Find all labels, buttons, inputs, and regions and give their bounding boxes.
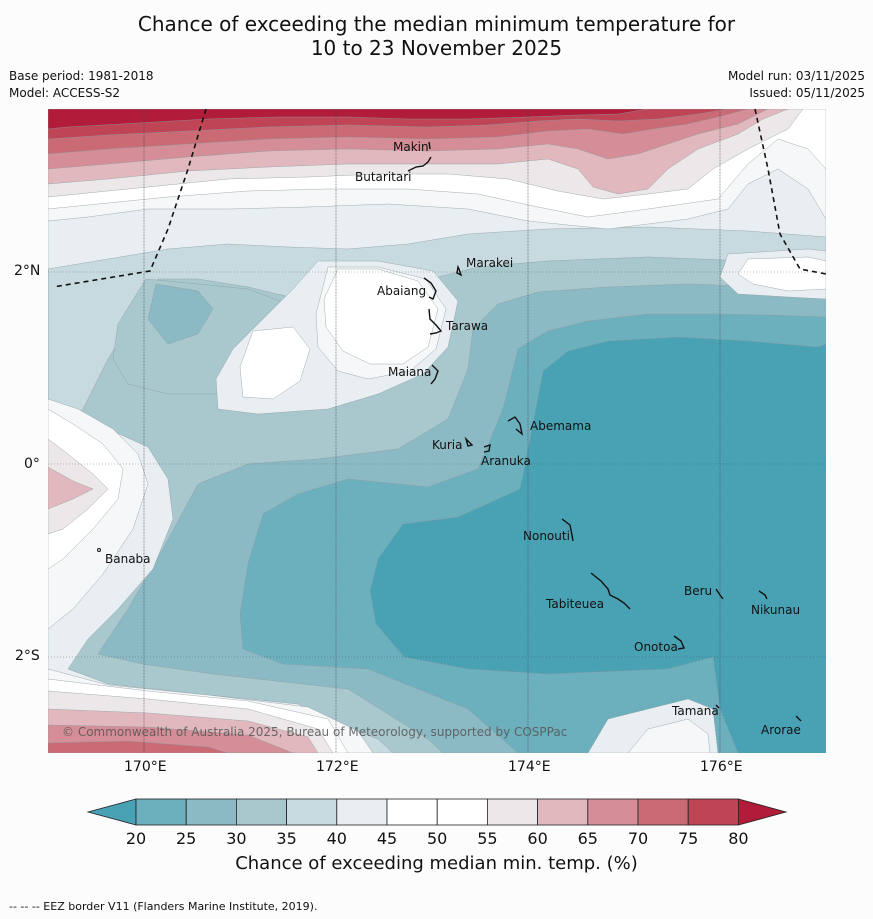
band-25-30-patch — [147, 283, 214, 345]
label-makin: Makin — [393, 140, 429, 154]
colorbar-70-75 — [637, 798, 689, 826]
title-line-2: 10 to 23 November 2025 — [310, 36, 563, 60]
colorbar-high-extend — [738, 798, 788, 826]
island-nonouti — [561, 518, 574, 542]
colorbar-tick-35: 35 — [276, 829, 297, 848]
model-name: Model: ACCESS-S2 — [9, 86, 121, 100]
label-tamana: Tamana — [671, 704, 719, 718]
island-tarawa — [428, 308, 443, 335]
colorbar-50-55 — [436, 798, 488, 826]
band-south-70 — [48, 740, 229, 753]
island-aranuka — [483, 443, 491, 453]
lat-label-2n: 2°N — [14, 263, 41, 279]
colorbar-tick-25: 25 — [176, 829, 197, 848]
island-nikunau — [758, 590, 768, 600]
lon-label-172: 172°E — [316, 759, 359, 775]
title-line-1: Chance of exceeding the median minimum t… — [137, 12, 736, 36]
colorbar-tick-70: 70 — [627, 829, 649, 848]
colorbar-20-25 — [135, 798, 187, 826]
colorbar-45-50 — [386, 798, 438, 826]
band-se-50 — [627, 718, 711, 753]
meta-left: Base period: 1981-2018 Model: ACCESS-S2 — [9, 68, 154, 102]
label-abaiang: Abaiang — [377, 284, 426, 298]
colorbar-tick-20: 20 — [125, 829, 147, 848]
chart-title: Chance of exceeding the median minimum t… — [0, 12, 873, 60]
label-tarawa: Tarawa — [445, 319, 488, 333]
colorbar-30-35 — [235, 798, 287, 826]
band-ne-patch-2 — [737, 256, 826, 292]
colorbar-55-60 — [486, 798, 538, 826]
island-maiana — [430, 364, 439, 385]
colorbar-35-40 — [286, 798, 338, 826]
colorbar-75-80 — [687, 798, 739, 826]
colorbar-tick-40: 40 — [326, 829, 347, 848]
lon-label-170: 170°E — [124, 759, 167, 775]
colorbar-title: Chance of exceeding median min. temp. (%… — [235, 853, 638, 874]
lat-label-0: 0° — [24, 456, 40, 472]
colorbar-low-extend — [86, 798, 137, 826]
colorbar-tick-55: 55 — [477, 829, 498, 848]
island-abemama — [507, 416, 524, 436]
label-aranuka: Aranuka — [481, 454, 531, 468]
colorbar-tick-65: 65 — [577, 829, 598, 848]
band-west-60 — [48, 466, 94, 510]
eez-legend-footer: -- -- -- EEZ border V11 (Flanders Marine… — [9, 900, 318, 913]
label-arorae: Arorae — [761, 723, 801, 737]
island-arorae — [795, 715, 802, 722]
colorbar — [86, 798, 788, 826]
label-banaba: Banaba — [105, 552, 151, 566]
label-nonouti: Nonouti — [523, 529, 570, 543]
lat-label-2s: 2°S — [15, 648, 40, 664]
label-onotoa: Onotoa — [634, 640, 678, 654]
island-marakei — [456, 264, 463, 277]
island-banaba — [97, 548, 101, 552]
colorbar-65-70 — [587, 798, 639, 826]
colorbar-tick-45: 45 — [376, 829, 398, 848]
label-kuria: Kuria — [432, 438, 463, 452]
colorbar-tick-60: 60 — [527, 829, 548, 848]
island-kuria — [464, 436, 474, 447]
colorbar-tick-50: 50 — [427, 829, 448, 848]
meta-right: Model run: 03/11/2025 Issued: 05/11/2025 — [728, 68, 865, 102]
island-tamana — [715, 704, 720, 709]
island-tabiteuea — [590, 572, 631, 610]
label-butaritari: Butaritari — [355, 170, 412, 184]
lon-label-176: 176°E — [700, 759, 743, 775]
label-nikunau: Nikunau — [751, 603, 800, 617]
model-run: Model run: 03/11/2025 — [727, 69, 865, 83]
colorbar-25-30 — [185, 798, 237, 826]
probability-map: Makin Butaritari Marakei Abaiang Tarawa … — [48, 109, 826, 753]
band-north-80 — [48, 109, 649, 130]
colorbar-tick-30: 30 — [226, 829, 247, 848]
base-period: Base period: 1981-2018 — [9, 69, 154, 83]
label-tabiteuea: Tabiteuea — [545, 597, 604, 611]
eez-border-east — [754, 109, 826, 275]
colorbar-40-45 — [336, 798, 388, 826]
island-onotoa — [673, 635, 685, 650]
colorbar-60-65 — [537, 798, 589, 826]
band-50-55-blob-2 — [239, 326, 311, 400]
lon-label-174: 174°E — [508, 759, 551, 775]
label-beru: Beru — [684, 584, 712, 598]
label-abemama: Abemama — [530, 419, 591, 433]
island-beru — [715, 588, 724, 600]
label-maiana: Maiana — [388, 365, 431, 379]
issued-date: Issued: 05/11/2025 — [749, 86, 865, 100]
colorbar-tick-80: 80 — [728, 829, 749, 848]
island-abaiang — [423, 277, 437, 300]
label-marakei: Marakei — [466, 256, 513, 270]
island-makin — [428, 141, 431, 150]
island-butaritari — [407, 156, 432, 172]
band-50-55-blob — [323, 268, 439, 365]
colorbar-tick-75: 75 — [678, 829, 699, 848]
copyright-notice: © Commonwealth of Australia 2025, Bureau… — [62, 725, 567, 739]
